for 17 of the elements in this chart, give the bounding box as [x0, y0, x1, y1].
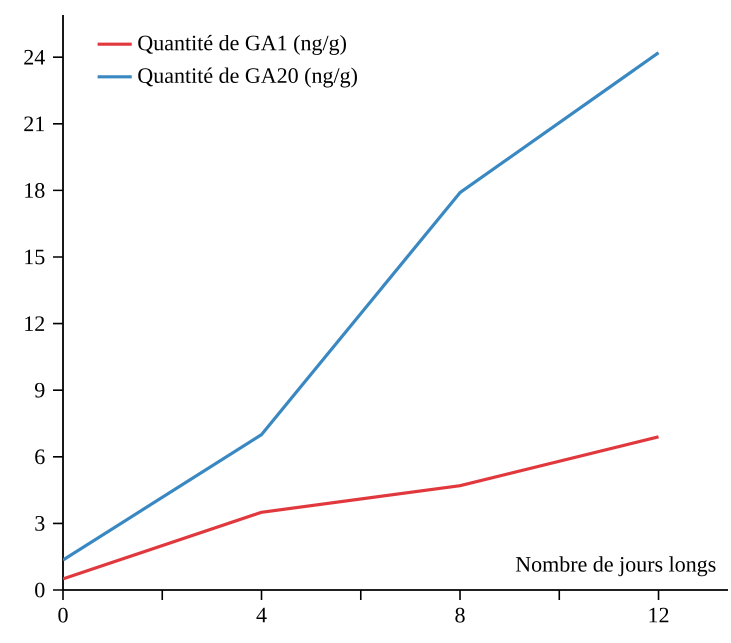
- x-tick-label: 0: [58, 608, 68, 623]
- line-series: [63, 435, 660, 581]
- legend-label: Quantité de GA20 (ng/g): [138, 68, 357, 88]
- y-tick-label: 21: [24, 116, 44, 132]
- y-tick-label: 3: [35, 516, 44, 531]
- y-tick-label: 15: [25, 250, 44, 264]
- x-tick-label: 12: [649, 608, 668, 622]
- y-tick-label: 12: [25, 316, 44, 331]
- x-axis-title: Nombre de jours longs: [516, 556, 716, 576]
- y-tick-label: 0: [35, 582, 44, 598]
- y-tick-label: 6: [35, 449, 45, 464]
- y-tick-label: 18: [25, 182, 44, 198]
- x-tick-label: 4: [256, 608, 267, 622]
- x-tick-label: 8: [455, 608, 465, 623]
- y-tick-label: 24: [24, 50, 45, 64]
- y-tick-label: 9: [34, 382, 44, 398]
- legend-label: Quantité de GA1 (ng/g): [138, 34, 346, 55]
